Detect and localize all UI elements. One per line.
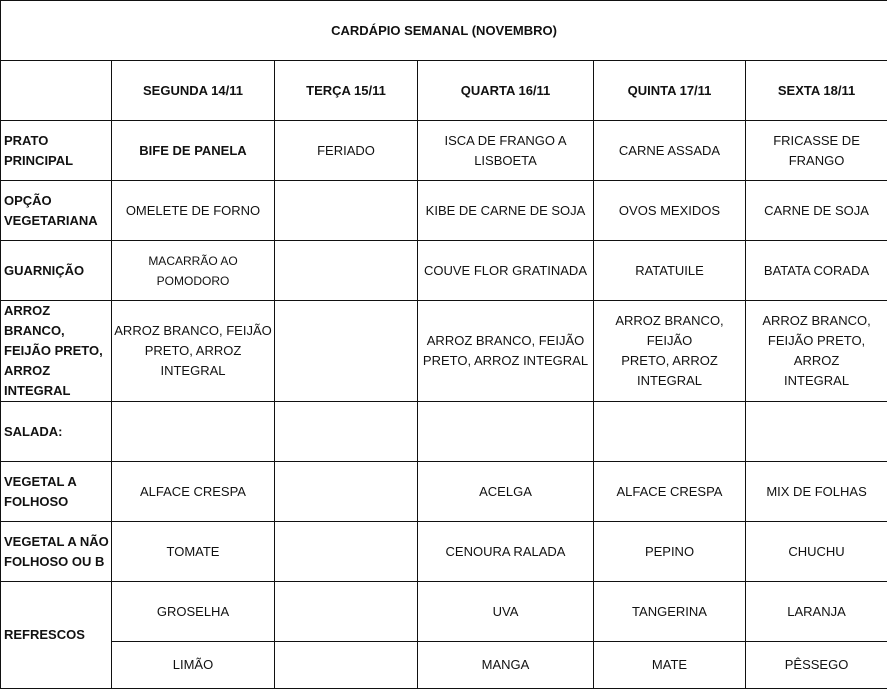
menu-cell: BIFE DE PANELA [112,121,275,181]
menu-cell [275,301,418,402]
menu-cell: CHUCHU [746,522,887,582]
day-header: QUARTA 16/11 [418,61,594,121]
menu-cell [275,181,418,241]
menu-cell: COUVE FLOR GRATINADA [418,241,594,301]
row-label: REFRESCOS [1,582,112,689]
row-label: VEGETAL A FOLHOSO [1,462,112,522]
menu-cell: MANGA [418,642,594,689]
menu-row: SALADA: [1,402,887,462]
menu-cell: ARROZ BRANCO, FEIJÃO PRETO, ARROZ INTEGR… [418,301,594,402]
menu-cell [275,402,418,462]
menu-cell: RATATUILE [594,241,746,301]
row-label: GUARNIÇÃO [1,241,112,301]
menu-cell [746,402,887,462]
day-header: QUINTA 17/11 [594,61,746,121]
menu-cell [275,582,418,642]
corner-cell [1,61,112,121]
row-label: SALADA: [1,402,112,462]
menu-cell: MACARRÃO AO POMODORO [112,241,275,301]
menu-cell [418,402,594,462]
day-header: SEGUNDA 14/11 [112,61,275,121]
menu-cell: UVA [418,582,594,642]
row-label: OPÇÃO VEGETARIANA [1,181,112,241]
menu-cell: ACELGA [418,462,594,522]
row-label: VEGETAL A NÃO FOLHOSO OU B [1,522,112,582]
menu-cell: ARROZ BRANCO, FEIJÃO PRETO, ARROZ INTEGR… [112,301,275,402]
menu-cell [275,522,418,582]
menu-cell [275,241,418,301]
row-label: PRATO PRINCIPAL [1,121,112,181]
menu-cell [112,402,275,462]
refrescos-row-1: REFRESCOS GROSELHA UVA TANGERINA LARANJA [1,582,887,642]
menu-cell [594,402,746,462]
menu-cell: LIMÃO [112,642,275,689]
menu-cell: FERIADO [275,121,418,181]
menu-cell: LARANJA [746,582,887,642]
row-label: ARROZ BRANCO, FEIJÃO PRETO, ARROZ INTEGR… [1,301,112,402]
menu-title: CARDÁPIO SEMANAL (NOVEMBRO) [1,1,887,61]
menu-cell [275,462,418,522]
header-row: SEGUNDA 14/11 TERÇA 15/11 QUARTA 16/11 Q… [1,61,887,121]
menu-cell: ARROZ BRANCO, FEIJÃO PRETO, ARROZ INTEGR… [746,301,887,402]
menu-cell: ISCA DE FRANGO A LISBOETA [418,121,594,181]
menu-cell: OVOS MEXIDOS [594,181,746,241]
menu-cell: TOMATE [112,522,275,582]
menu-cell: CARNE ASSADA [594,121,746,181]
menu-cell: TANGERINA [594,582,746,642]
menu-cell: FRICASSE DE FRANGO [746,121,887,181]
menu-cell: GROSELHA [112,582,275,642]
menu-cell: OMELETE DE FORNO [112,181,275,241]
menu-cell: CARNE DE SOJA [746,181,887,241]
menu-cell: MATE [594,642,746,689]
menu-cell: BATATA CORADA [746,241,887,301]
day-header: TERÇA 15/11 [275,61,418,121]
day-header: SEXTA 18/11 [746,61,887,121]
menu-cell: CENOURA RALADA [418,522,594,582]
menu-cell [275,642,418,689]
menu-cell: ALFACE CRESPA [112,462,275,522]
refrescos-row-2: LIMÃO MANGA MATE PÊSSEGO [1,642,887,689]
menu-cell: PÊSSEGO [746,642,887,689]
menu-cell: PEPINO [594,522,746,582]
menu-row: ARROZ BRANCO, FEIJÃO PRETO, ARROZ INTEGR… [1,301,887,402]
menu-cell: KIBE DE CARNE DE SOJA [418,181,594,241]
menu-cell: MIX DE FOLHAS [746,462,887,522]
menu-cell: ARROZ BRANCO, FEIJÃO PRETO, ARROZ INTEGR… [594,301,746,402]
menu-cell: ALFACE CRESPA [594,462,746,522]
